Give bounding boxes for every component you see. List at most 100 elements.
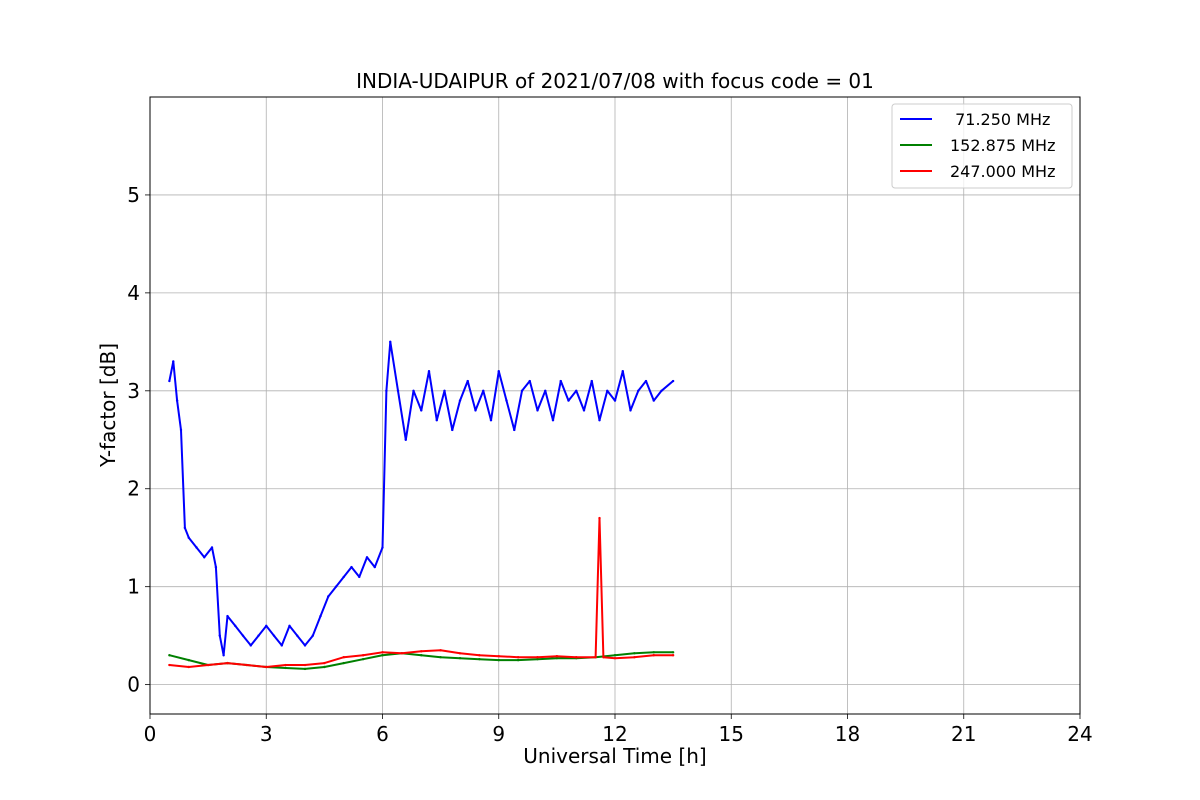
chart-title: INDIA-UDAIPUR of 2021/07/08 with focus c… (356, 69, 874, 93)
x-tick-label: 3 (260, 722, 273, 746)
data-point (373, 565, 376, 569)
data-point (249, 644, 252, 647)
data-point (327, 595, 330, 598)
data-point (575, 389, 578, 393)
data-point (168, 379, 171, 383)
data-point (311, 634, 314, 637)
data-point (420, 650, 423, 653)
data-point (536, 657, 539, 661)
x-tick-label: 9 (492, 722, 505, 746)
data-point (342, 661, 345, 665)
data-point (458, 399, 462, 402)
data-point (497, 655, 500, 658)
data-point (660, 389, 663, 393)
data-point (644, 379, 648, 383)
data-point (671, 654, 675, 657)
data-point (206, 663, 210, 667)
data-point (187, 665, 190, 669)
data-point (435, 418, 438, 422)
data-point (555, 655, 559, 658)
data-point (621, 370, 624, 373)
data-point (497, 658, 500, 662)
data-point (633, 655, 636, 659)
y-tick-label: 2 (127, 477, 140, 501)
data-point (303, 644, 307, 647)
data-point (505, 399, 508, 402)
data-point (582, 409, 586, 412)
data-point (412, 389, 415, 393)
data-point (536, 409, 539, 412)
data-point (342, 655, 345, 659)
series-layer (168, 340, 675, 671)
data-point (590, 379, 593, 383)
data-point (280, 644, 283, 647)
data-point (226, 661, 229, 665)
data-point (381, 651, 384, 654)
data-point (633, 652, 636, 655)
data-point (652, 399, 655, 402)
data-point (443, 389, 446, 393)
data-point (179, 428, 183, 432)
data-point (478, 654, 481, 657)
data-point (334, 585, 338, 588)
data-point (203, 556, 206, 559)
legend-label: 71.250 MHz (950, 110, 1050, 129)
x-tick-label: 12 (602, 722, 627, 746)
data-point (361, 657, 365, 661)
data-point (551, 418, 555, 422)
data-point (234, 624, 237, 628)
legend-box (891, 103, 1073, 189)
data-point (222, 654, 225, 657)
data-point (427, 370, 431, 373)
data-point (555, 656, 559, 660)
data-point (168, 654, 171, 657)
data-point (303, 667, 307, 671)
data-point (497, 370, 500, 373)
legend: 71.250 MHz 152.875 MHz 247.000 MHz (891, 103, 1073, 189)
data-point (365, 556, 369, 559)
data-point (598, 418, 601, 422)
data-point (265, 665, 268, 669)
data-point (241, 634, 245, 637)
data-point (598, 516, 601, 520)
data-point (458, 652, 462, 655)
x-axis-label: Universal Time [h] (523, 744, 706, 768)
data-point (245, 663, 249, 667)
data-point (381, 654, 384, 657)
data-point (671, 651, 675, 654)
data-point (226, 614, 229, 618)
data-point (439, 655, 442, 659)
x-tick-label: 15 (719, 722, 744, 746)
data-point (613, 654, 617, 657)
data-point (559, 379, 562, 383)
data-point (385, 389, 388, 393)
data-point (218, 634, 221, 637)
data-point (451, 428, 454, 432)
data-point (272, 634, 276, 637)
data-point (210, 546, 214, 549)
data-point (594, 655, 597, 659)
data-point (544, 389, 547, 393)
x-tick-label: 24 (1067, 722, 1092, 746)
data-point (358, 575, 361, 579)
data-point (652, 651, 655, 654)
data-point (536, 655, 539, 659)
data-point (396, 389, 400, 393)
data-point (175, 399, 179, 402)
data-point (288, 624, 291, 628)
data-point (671, 379, 675, 383)
data-point (478, 657, 481, 661)
data-point (602, 655, 605, 659)
data-point (404, 438, 407, 441)
data-point (613, 656, 617, 660)
y-tick-label: 0 (127, 673, 140, 697)
data-point (172, 360, 175, 363)
legend-label: 247.000 MHz (950, 162, 1055, 181)
data-point (520, 389, 524, 393)
data-point (323, 661, 326, 665)
data-point (613, 399, 617, 402)
x-tick-label: 18 (835, 722, 860, 746)
data-point (183, 526, 187, 530)
data-point (350, 565, 353, 569)
